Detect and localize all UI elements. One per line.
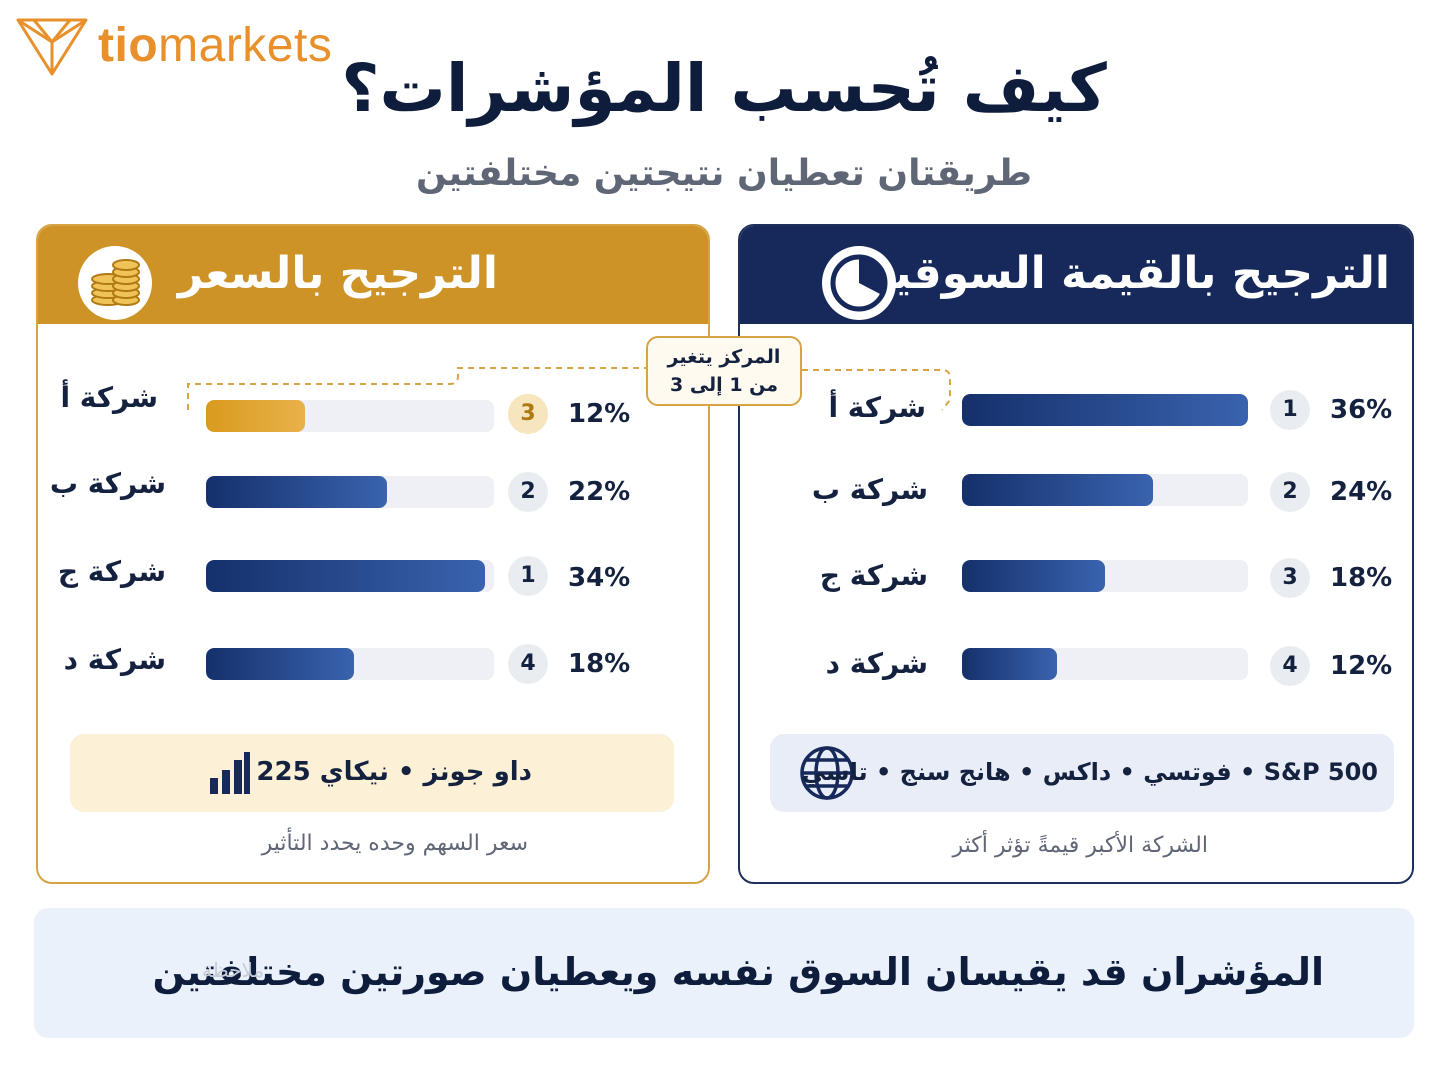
market-cap-note: الشركة الأكبر قيمةً تؤثر أكثر bbox=[952, 833, 1208, 858]
price-weighted-note: سعر السهم وحده يحدد التأثير bbox=[261, 831, 528, 856]
mc-row-2-pct: 24% bbox=[1330, 477, 1393, 507]
pr-row-4-label: شركة د bbox=[63, 643, 166, 676]
mc-row-1-rank: 1 bbox=[1270, 390, 1310, 430]
mc-row-4-track bbox=[962, 648, 1248, 680]
pr-row-1-bar bbox=[206, 400, 305, 432]
mc-row-2-label: شركة ب bbox=[811, 473, 928, 506]
pr-row-1-rank: 3 bbox=[508, 394, 548, 434]
market-cap-header: الترجيح بالقيمة السوقية bbox=[740, 226, 1412, 324]
pr-row-3-label: شركة ج bbox=[57, 555, 166, 588]
mc-row-3-bar bbox=[962, 560, 1105, 592]
pr-row-4-pct: 18% bbox=[568, 649, 631, 679]
mc-row-2-rank: 2 bbox=[1270, 472, 1310, 512]
pr-row-3-bar bbox=[206, 560, 486, 592]
page-title: كيف تُحسب المؤشرات؟ bbox=[341, 50, 1107, 127]
pr-row-2-track bbox=[206, 476, 494, 508]
mc-row-2-track bbox=[962, 474, 1248, 506]
mc-row-4-label: شركة د bbox=[825, 647, 928, 680]
bottom-banner: المؤشران قد يقيسان السوق نفسه ويعطيان صو… bbox=[34, 908, 1414, 1038]
pr-row-2-bar bbox=[206, 476, 387, 508]
price-weighted-title: الترجيح بالسعر bbox=[177, 248, 498, 299]
mc-row-1-bar bbox=[962, 394, 1248, 426]
pr-row-3-pct: 34% bbox=[568, 563, 631, 593]
pr-row-3-track bbox=[206, 560, 494, 592]
pr-row-2-pct: 22% bbox=[568, 477, 631, 507]
pr-row-3-rank: 1 bbox=[508, 556, 548, 596]
logo-wordmark: tiomarkets bbox=[98, 19, 333, 72]
bottom-banner-text: المؤشران قد يقيسان السوق نفسه ويعطيان صو… bbox=[152, 950, 1324, 994]
pie-chart-icon bbox=[822, 246, 896, 320]
globe-icon bbox=[800, 746, 854, 800]
pr-row-2-label: شركة ب bbox=[49, 467, 166, 500]
pr-row-4-rank: 4 bbox=[508, 644, 548, 684]
triangle-logo-icon bbox=[16, 18, 88, 76]
pr-row-1-track bbox=[206, 400, 494, 432]
mc-row-2-bar bbox=[962, 474, 1153, 506]
market-cap-title: الترجيح بالقيمة السوقية bbox=[868, 248, 1390, 299]
mc-row-3-track bbox=[962, 560, 1248, 592]
bottom-faint-mark: ملاحظة bbox=[202, 958, 265, 982]
pr-row-4-bar bbox=[206, 648, 354, 680]
page-subtitle: طريقتان تعطيان نتيجتين مختلفتين bbox=[415, 153, 1033, 194]
mc-row-1-pct: 36% bbox=[1330, 395, 1393, 425]
price-weighted-indices-text: داو جونز • نيكاي 225 bbox=[256, 757, 532, 787]
mc-row-4-rank: 4 bbox=[1270, 646, 1310, 686]
mc-row-1-track bbox=[962, 394, 1248, 426]
pr-row-1-label: شركة أ bbox=[60, 381, 158, 414]
pr-row-4-track bbox=[206, 648, 494, 680]
pr-row-1-pct: 12% bbox=[568, 399, 631, 429]
callout-line-2: من 1 إلى 3 bbox=[669, 374, 779, 396]
mc-row-1-label: شركة أ bbox=[828, 391, 926, 424]
mc-row-3-rank: 3 bbox=[1270, 558, 1310, 598]
price-weighted-indices-box: داو جونز • نيكاي 225 bbox=[70, 734, 674, 812]
bar-chart-icon bbox=[210, 752, 250, 794]
callout-line-1: المركز يتغير bbox=[667, 346, 781, 368]
mc-row-4-pct: 12% bbox=[1330, 651, 1393, 681]
price-weighted-header: الترجيح بالسعر bbox=[38, 226, 708, 324]
market-cap-indices-text: S&P 500 • فوتسي • داكس • هانج سنج • تاسي bbox=[801, 758, 1378, 786]
mc-row-4-bar bbox=[962, 648, 1058, 680]
mc-row-3-label: شركة ج bbox=[819, 559, 928, 592]
market-cap-indices-box: S&P 500 • فوتسي • داكس • هانج سنج • تاسي bbox=[770, 734, 1394, 812]
pr-row-2-rank: 2 bbox=[508, 472, 548, 512]
brand-logo: tiomarkets bbox=[14, 12, 354, 78]
rank-change-callout: المركز يتغير من 1 إلى 3 bbox=[646, 336, 802, 406]
coins-stack-icon bbox=[78, 246, 152, 320]
mc-row-3-pct: 18% bbox=[1330, 563, 1393, 593]
